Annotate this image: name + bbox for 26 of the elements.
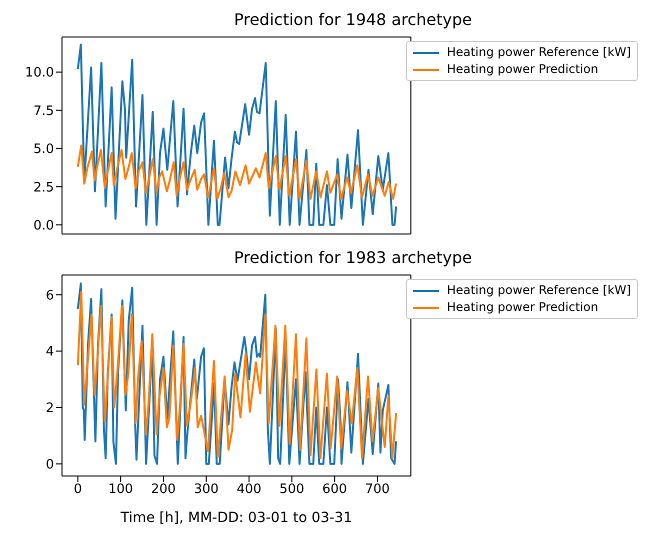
y-tick-label: 2 (46, 401, 54, 416)
y-tick-label: 6 (46, 288, 54, 304)
x-axis-title: Time [h], MM-DD: 03-01 to 03-31 (120, 510, 352, 526)
y-tick-label: 0.0 (33, 218, 54, 234)
line-series (76, 144, 398, 200)
y-tick-label: 7.5 (33, 104, 54, 119)
legend-label: Heating power Reference [kW] (446, 282, 631, 299)
chart-title: Prediction for 1983 archetype (232, 247, 473, 269)
x-tick-label: 200 (151, 482, 176, 498)
legend-label: Heating power Reference [kW] (446, 44, 631, 61)
y-tick-label: 5.0 (33, 142, 54, 158)
x-tick-label: 400 (236, 482, 262, 498)
x-tick-label: 500 (279, 482, 304, 498)
y-tick-label: 0 (46, 457, 54, 472)
chart-title: Prediction for 1948 archetype (232, 9, 473, 31)
x-tick-label: 300 (194, 482, 219, 498)
y-tick-label: 4 (46, 344, 54, 360)
legend-label: Heating power Prediction (446, 61, 598, 78)
x-tick-label: 100 (108, 482, 134, 498)
y-tick-label: 10.0 (25, 66, 54, 81)
legend-label: Heating power Prediction (446, 299, 598, 316)
y-tick-label: 2.5 (33, 180, 54, 196)
x-tick-label: 700 (365, 482, 390, 498)
x-tick-label: 600 (322, 482, 348, 498)
x-tick-label: 0 (74, 482, 82, 498)
line-series (76, 44, 398, 226)
